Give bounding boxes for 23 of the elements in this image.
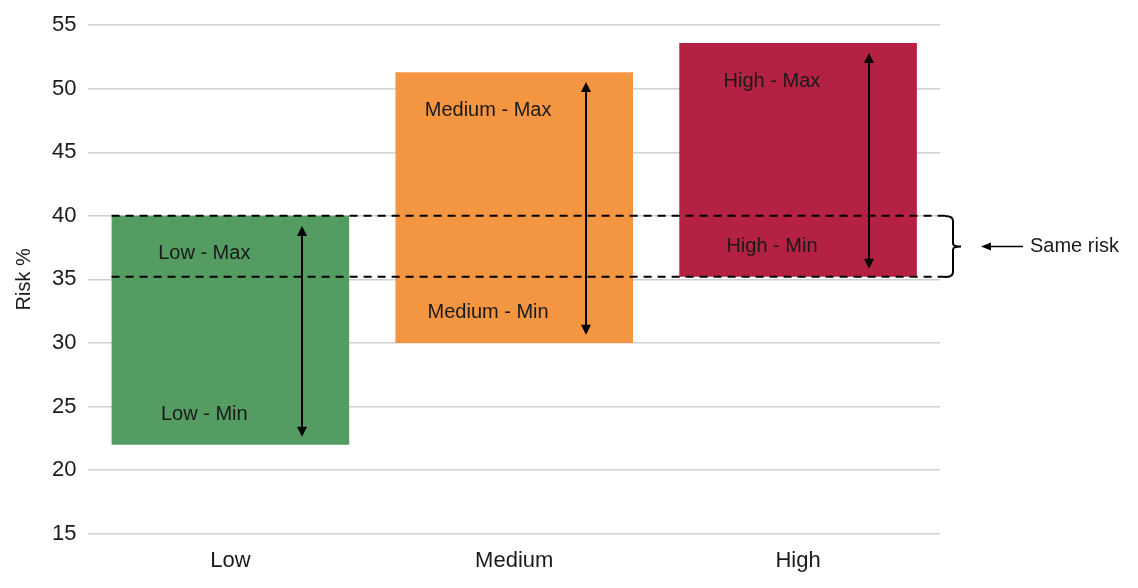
y-tick-label: 45 <box>51 138 77 164</box>
x-tick-label: Low <box>210 546 251 572</box>
annotation: Low - Max <box>158 241 251 264</box>
x-tick-label: High <box>775 546 821 572</box>
y-axis-title: Risk % <box>11 248 34 311</box>
annotation: Medium - Min <box>427 300 549 323</box>
y-tick-label: 40 <box>51 201 77 227</box>
bar <box>111 215 350 445</box>
y-tick-label: 30 <box>51 329 77 355</box>
y-tick-label: 15 <box>51 519 77 545</box>
y-tick-label: 25 <box>51 392 77 418</box>
y-tick-label: 55 <box>51 11 77 37</box>
annotation: Medium - Max <box>424 97 552 120</box>
x-tick-label: Medium <box>475 546 554 572</box>
bar <box>679 42 917 277</box>
annotation: Low - Min <box>160 402 248 425</box>
annotation: High - Min <box>726 234 818 257</box>
text: Same risk <box>1030 233 1120 256</box>
y-tick-label: 20 <box>51 456 77 482</box>
bar <box>395 72 634 343</box>
y-tick-label: 35 <box>51 265 77 291</box>
y-tick-label: 50 <box>51 74 77 100</box>
annotation: High - Max <box>723 68 821 91</box>
